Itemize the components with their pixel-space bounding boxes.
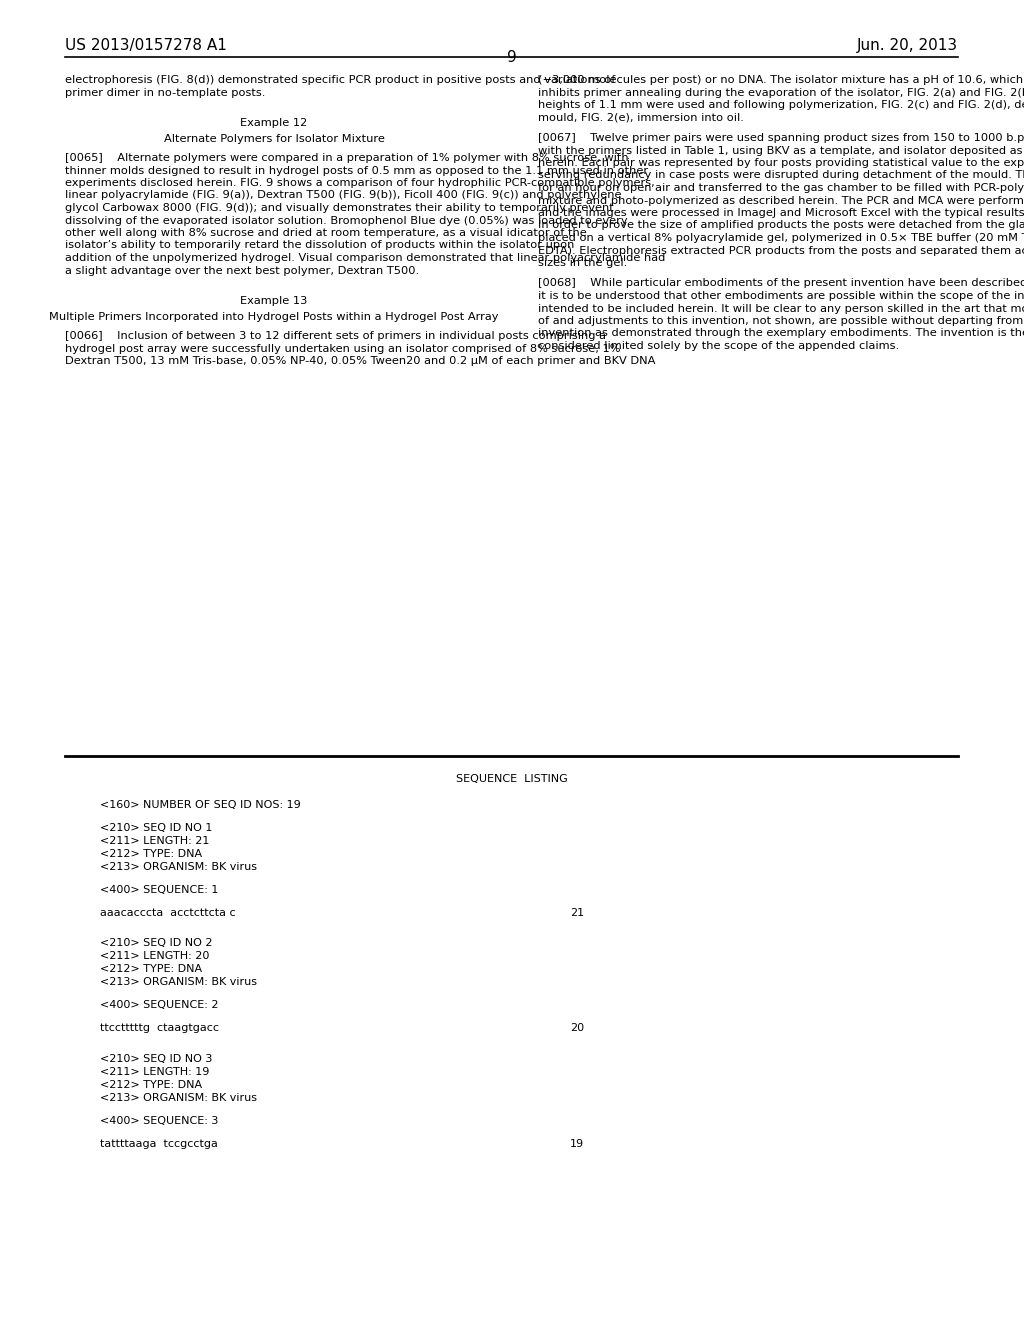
Text: [0068]    While particular embodiments of the present invention have been descri: [0068] While particular embodiments of t… bbox=[538, 279, 1024, 289]
Text: sizes in the gel.: sizes in the gel. bbox=[538, 257, 628, 268]
Text: [0066]    Inclusion of between 3 to 12 different sets of primers in individual p: [0066] Inclusion of between 3 to 12 diff… bbox=[65, 331, 606, 341]
Text: considered limited solely by the scope of the appended claims.: considered limited solely by the scope o… bbox=[538, 341, 899, 351]
Text: tattttaaga  tccgcctga: tattttaaga tccgcctga bbox=[100, 1139, 218, 1148]
Text: <213> ORGANISM: BK virus: <213> ORGANISM: BK virus bbox=[100, 862, 257, 873]
Text: <213> ORGANISM: BK virus: <213> ORGANISM: BK virus bbox=[100, 978, 257, 987]
Text: inhibits primer annealing during the evaporation of the isolator, FIG. 2(a) and : inhibits primer annealing during the eva… bbox=[538, 87, 1024, 98]
Text: Multiple Primers Incorporated into Hydrogel Posts within a Hydrogel Post Array: Multiple Primers Incorporated into Hydro… bbox=[49, 313, 499, 322]
Text: <211> LENGTH: 20: <211> LENGTH: 20 bbox=[100, 952, 209, 961]
Text: <211> LENGTH: 21: <211> LENGTH: 21 bbox=[100, 836, 209, 846]
Text: 20: 20 bbox=[570, 1023, 584, 1034]
Text: serving redundancy in case posts were disrupted during detachment of the mould. : serving redundancy in case posts were di… bbox=[538, 170, 1024, 181]
Text: Example 12: Example 12 bbox=[241, 117, 307, 128]
Text: <213> ORGANISM: BK virus: <213> ORGANISM: BK virus bbox=[100, 1093, 257, 1104]
Text: <212> TYPE: DNA: <212> TYPE: DNA bbox=[100, 1080, 202, 1090]
Text: ttcctttttg  ctaagtgacc: ttcctttttg ctaagtgacc bbox=[100, 1023, 219, 1034]
Text: and the images were processed in ImageJ and Microsoft Excel with the typical res: and the images were processed in ImageJ … bbox=[538, 209, 1024, 218]
Text: primer dimer in no-template posts.: primer dimer in no-template posts. bbox=[65, 87, 265, 98]
Text: aaacacccta  acctcttcta c: aaacacccta acctcttcta c bbox=[100, 908, 236, 917]
Text: linear polyacrylamide (FIG. 9(a)), Dextran T500 (FIG. 9(b)), Ficoll 400 (FIG. 9(: linear polyacrylamide (FIG. 9(a)), Dextr… bbox=[65, 190, 622, 201]
Text: with the primers listed in Table 1, using BKV as a template, and isolator deposi: with the primers listed in Table 1, usin… bbox=[538, 145, 1024, 156]
Text: it is to be understood that other embodiments are possible within the scope of t: it is to be understood that other embodi… bbox=[538, 290, 1024, 301]
Text: dissolving of the evaporated isolator solution. Bromophenol Blue dye (0.05%) was: dissolving of the evaporated isolator so… bbox=[65, 215, 628, 226]
Text: <211> LENGTH: 19: <211> LENGTH: 19 bbox=[100, 1067, 209, 1077]
Text: experiments disclosed herein. FIG. 9 shows a comparison of four hydrophilic PCR-: experiments disclosed herein. FIG. 9 sho… bbox=[65, 178, 654, 187]
Text: for an hour on open air and transferred to the gas chamber to be filled with PCR: for an hour on open air and transferred … bbox=[538, 183, 1024, 193]
Text: US 2013/0157278 A1: US 2013/0157278 A1 bbox=[65, 38, 227, 53]
Text: invention as demonstrated through the exemplary embodiments. The invention is th: invention as demonstrated through the ex… bbox=[538, 329, 1024, 338]
Text: hydrogel post array were successfully undertaken using an isolator comprised of : hydrogel post array were successfully un… bbox=[65, 343, 621, 354]
Text: other well along with 8% sucrose and dried at room temperature, as a visual idic: other well along with 8% sucrose and dri… bbox=[65, 228, 587, 238]
Text: (−3,000 molecules per post) or no DNA. The isolator mixture has a pH of 10.6, wh: (−3,000 molecules per post) or no DNA. T… bbox=[538, 75, 1024, 84]
Text: Jun. 20, 2013: Jun. 20, 2013 bbox=[857, 38, 958, 53]
Text: of and adjustments to this invention, not shown, are possible without departing : of and adjustments to this invention, no… bbox=[538, 315, 1024, 326]
Text: <210> SEQ ID NO 2: <210> SEQ ID NO 2 bbox=[100, 939, 213, 949]
Text: <400> SEQUENCE: 1: <400> SEQUENCE: 1 bbox=[100, 884, 218, 895]
Text: EDTA). Electrophoresis extracted PCR products from the posts and separated them : EDTA). Electrophoresis extracted PCR pro… bbox=[538, 246, 1024, 256]
Text: thinner molds designed to result in hydrogel posts of 0.5 mm as opposed to the 1: thinner molds designed to result in hydr… bbox=[65, 165, 648, 176]
Text: <210> SEQ ID NO 3: <210> SEQ ID NO 3 bbox=[100, 1055, 212, 1064]
Text: electrophoresis (FIG. 8(d)) demonstrated specific PCR product in positive posts : electrophoresis (FIG. 8(d)) demonstrated… bbox=[65, 75, 615, 84]
Text: In order to prove the size of amplified products the posts were detached from th: In order to prove the size of amplified … bbox=[538, 220, 1024, 231]
Text: <212> TYPE: DNA: <212> TYPE: DNA bbox=[100, 849, 202, 859]
Text: glycol Carbowax 8000 (FIG. 9(d)); and visually demonstrates their ability to tem: glycol Carbowax 8000 (FIG. 9(d)); and vi… bbox=[65, 203, 613, 213]
Text: mould, FIG. 2(e), immersion into oil.: mould, FIG. 2(e), immersion into oil. bbox=[538, 112, 743, 123]
Text: 21: 21 bbox=[570, 908, 584, 917]
Text: <210> SEQ ID NO 1: <210> SEQ ID NO 1 bbox=[100, 822, 212, 833]
Text: placed on a vertical 8% polyacrylamide gel, polymerized in 0.5× TBE buffer (20 m: placed on a vertical 8% polyacrylamide g… bbox=[538, 234, 1024, 243]
Text: herein. Each pair was represented by four posts providing statistical value to t: herein. Each pair was represented by fou… bbox=[538, 158, 1024, 168]
Text: Alternate Polymers for Isolator Mixture: Alternate Polymers for Isolator Mixture bbox=[164, 135, 384, 144]
Text: intended to be included herein. It will be clear to any person skilled in the ar: intended to be included herein. It will … bbox=[538, 304, 1024, 314]
Text: heights of 1.1 mm were used and following polymerization, FIG. 2(c) and FIG. 2(d: heights of 1.1 mm were used and followin… bbox=[538, 100, 1024, 110]
Text: Example 13: Example 13 bbox=[241, 296, 307, 306]
Text: <160> NUMBER OF SEQ ID NOS: 19: <160> NUMBER OF SEQ ID NOS: 19 bbox=[100, 800, 301, 810]
Text: <400> SEQUENCE: 3: <400> SEQUENCE: 3 bbox=[100, 1115, 218, 1126]
Text: 19: 19 bbox=[570, 1139, 584, 1148]
Text: Dextran T500, 13 mM Tris-base, 0.05% NP-40, 0.05% Tween20 and 0.2 μM of each pri: Dextran T500, 13 mM Tris-base, 0.05% NP-… bbox=[65, 356, 655, 366]
Text: addition of the unpolymerized hydrogel. Visual comparison demonstrated that line: addition of the unpolymerized hydrogel. … bbox=[65, 253, 666, 263]
Text: [0065]    Alternate polymers were compared in a preparation of 1% polymer with 8: [0065] Alternate polymers were compared … bbox=[65, 153, 629, 162]
Text: mixture and photo-polymerized as described herein. The PCR and MCA were performe: mixture and photo-polymerized as describ… bbox=[538, 195, 1024, 206]
Text: SEQUENCE  LISTING: SEQUENCE LISTING bbox=[456, 774, 568, 784]
Text: [0067]    Twelve primer pairs were used spanning product sizes from 150 to 1000 : [0067] Twelve primer pairs were used spa… bbox=[538, 133, 1024, 143]
Text: 9: 9 bbox=[507, 50, 517, 65]
Text: <212> TYPE: DNA: <212> TYPE: DNA bbox=[100, 965, 202, 974]
Text: <400> SEQUENCE: 2: <400> SEQUENCE: 2 bbox=[100, 1001, 218, 1010]
Text: isolator’s ability to temporarily retard the dissolution of products within the : isolator’s ability to temporarily retard… bbox=[65, 240, 574, 251]
Text: a slight advantage over the next best polymer, Dextran T500.: a slight advantage over the next best po… bbox=[65, 265, 419, 276]
